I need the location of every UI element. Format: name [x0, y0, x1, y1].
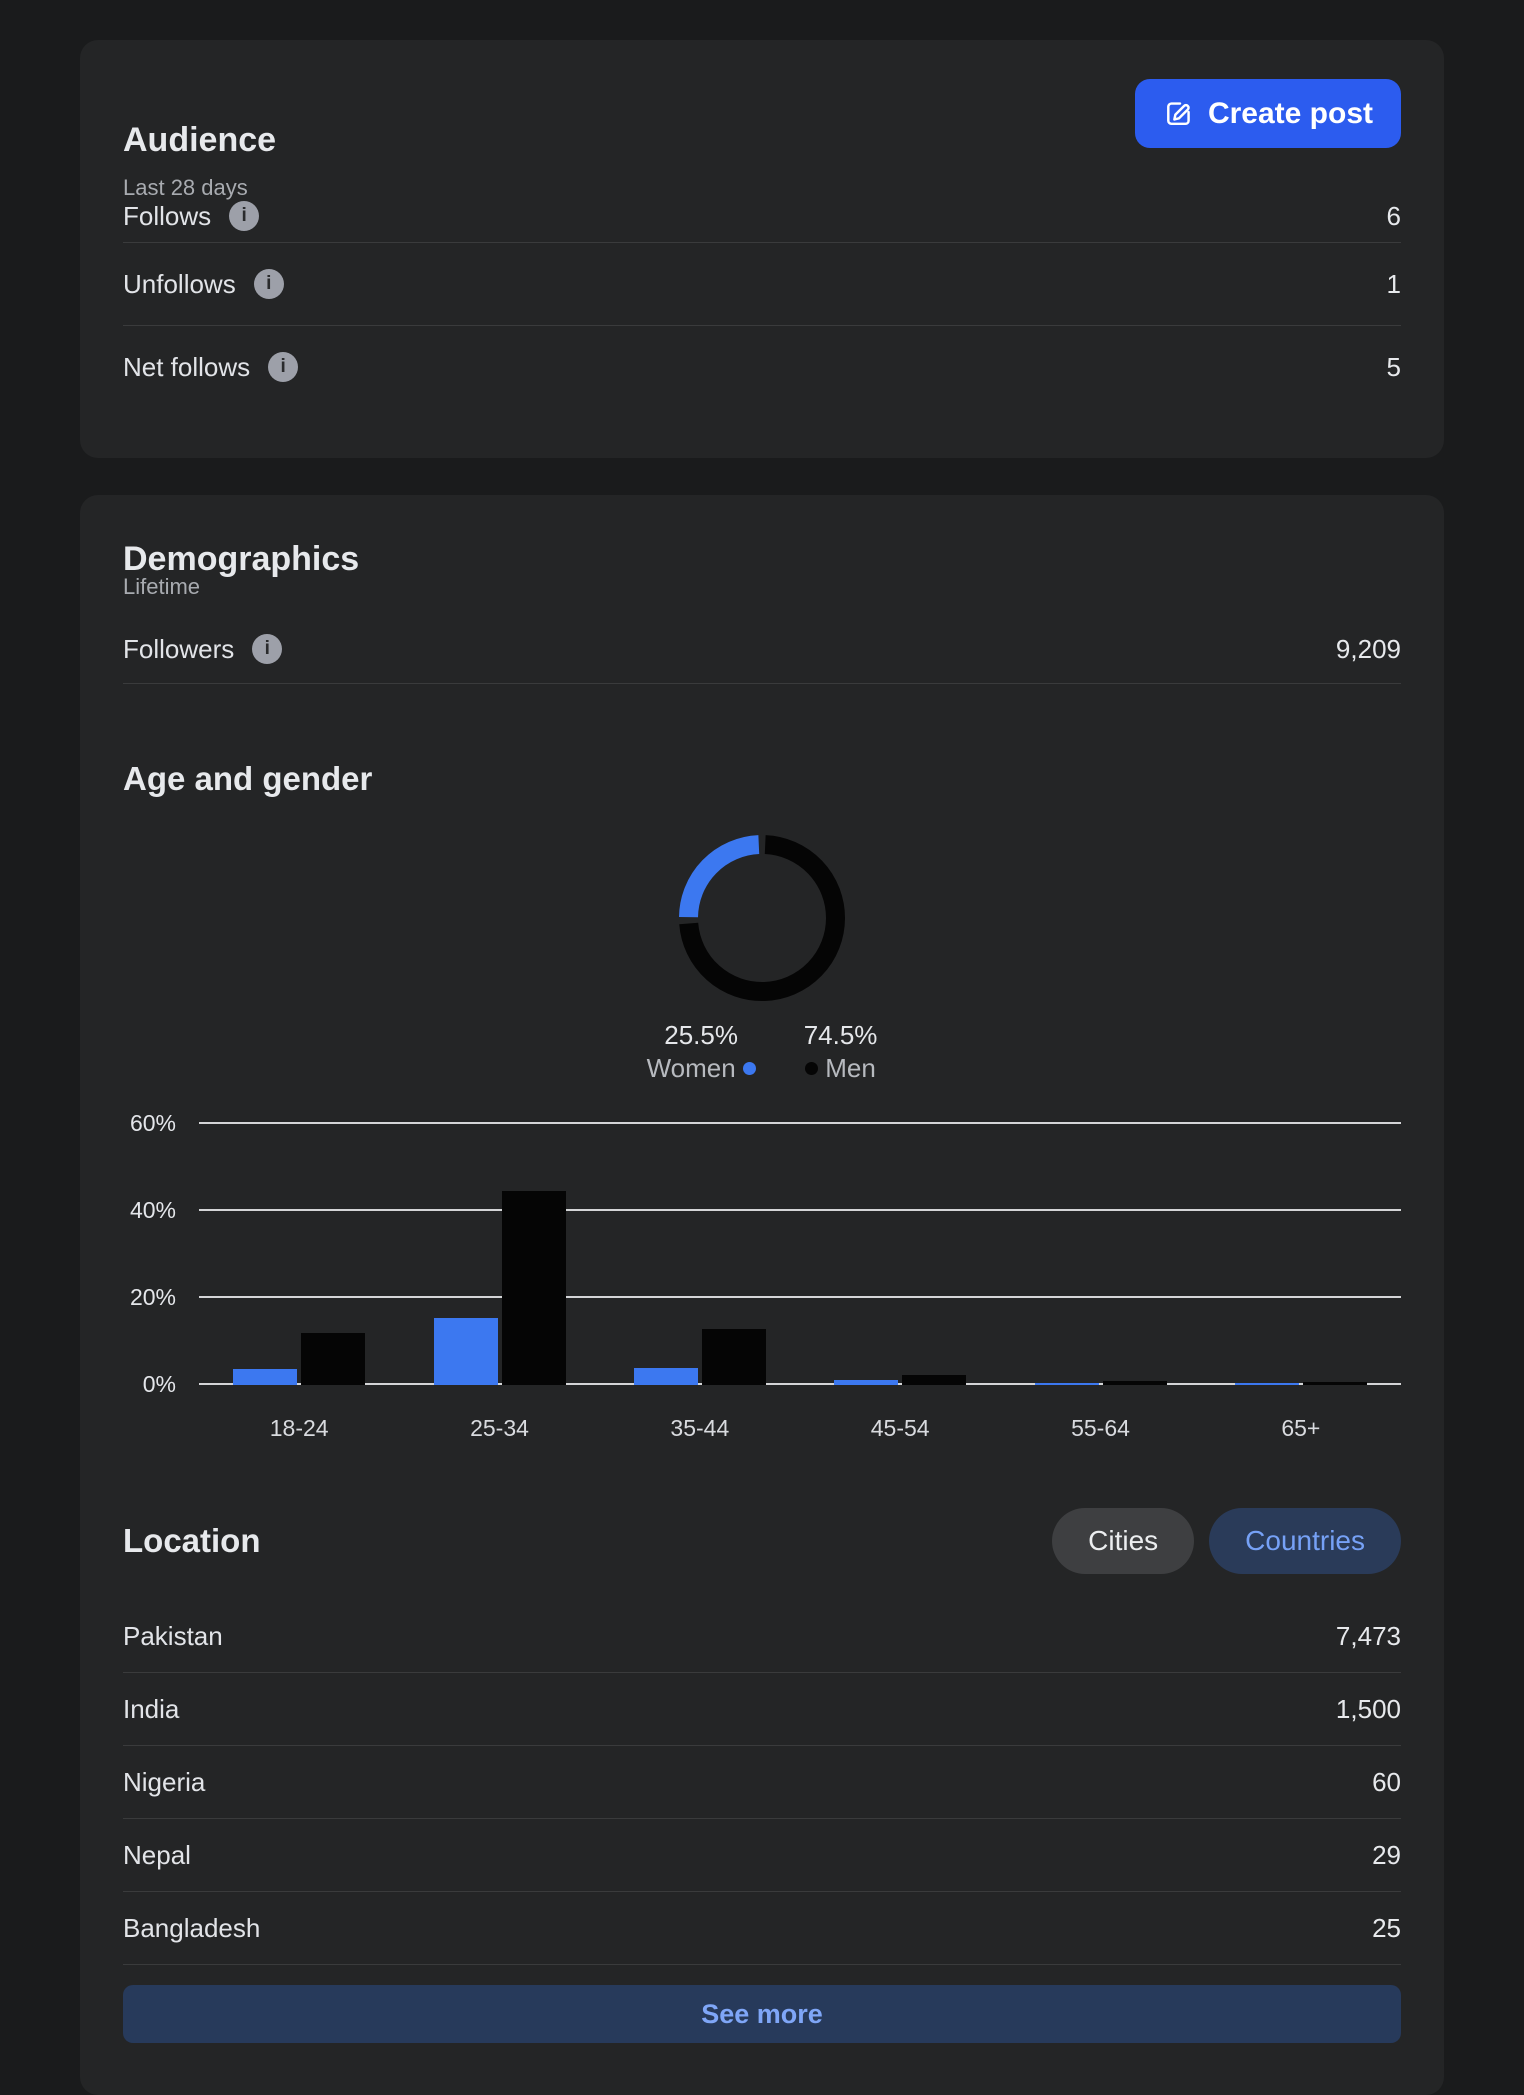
audience-title: Audience: [123, 120, 277, 159]
bar-women-55-64: [1034, 1383, 1099, 1385]
bar-women-18-24: [233, 1369, 298, 1385]
legend-dot-men: [805, 1062, 819, 1075]
country-name: India: [123, 1693, 180, 1724]
location-row-nepal: Nepal 29: [123, 1819, 1401, 1892]
audience-metric-rows: Follows i 6 Unfollows i 1 Net follows i …: [123, 190, 1401, 408]
location-row-bangladesh: Bangladesh 25: [123, 1892, 1401, 1965]
bar-men-65+: [1302, 1382, 1367, 1385]
edit-pencil-square-icon: [1163, 98, 1194, 129]
metric-row-follows: Follows i 6: [123, 190, 1401, 243]
metric-row-net-follows: Net follows i 5: [123, 326, 1401, 408]
create-post-label: Create post: [1207, 96, 1373, 130]
demographics-title: Demographics: [123, 539, 360, 578]
bar-men-55-64: [1102, 1381, 1167, 1385]
metric-row-unfollows: Unfollows i 1: [123, 243, 1401, 326]
create-post-button[interactable]: Create post: [1134, 79, 1401, 148]
country-value: 1,500: [1335, 1693, 1401, 1724]
info-icon[interactable]: i: [252, 634, 283, 664]
bar-women-25-34: [433, 1318, 498, 1385]
legend-women-percent: 25.5%: [664, 1020, 738, 1050]
country-name: Nigeria: [123, 1766, 206, 1797]
audience-subtitle: Last 28 days: [123, 175, 248, 200]
info-icon[interactable]: i: [268, 352, 299, 382]
followers-row: Followers i 9,209: [123, 615, 1401, 684]
location-rows: Pakistan 7,473 India 1,500 Nigeria 60 Ne…: [123, 1600, 1401, 1965]
country-name: Nepal: [123, 1839, 191, 1870]
bar-men-35-44: [701, 1329, 766, 1385]
y-tick-label: 60%: [129, 1110, 176, 1136]
gridline: [199, 1122, 1401, 1124]
x-tick-label: 25-34: [470, 1415, 529, 1441]
info-icon[interactable]: i: [253, 269, 284, 299]
gridline: [199, 1383, 1401, 1385]
metric-label: Unfollows i: [123, 269, 284, 300]
bar-men-25-34: [501, 1191, 566, 1385]
metric-label-text: Follows: [123, 200, 212, 231]
location-heading: Location: [123, 1522, 261, 1559]
y-tick-label: 0%: [142, 1371, 176, 1397]
country-value: 60: [1372, 1766, 1401, 1797]
age-gender-bar-chart: 0% 20% 40% 60% 18-24 25-34 35-44 45-54 55-64 65+: [123, 1095, 1401, 1455]
country-value: 29: [1372, 1839, 1401, 1870]
country-value: 25: [1372, 1912, 1401, 1943]
x-tick-label: 55-64: [1071, 1415, 1130, 1441]
metric-value: 6: [1386, 200, 1401, 231]
legend-men-percent: 74.5%: [803, 1020, 878, 1050]
x-tick-label: 65+: [1281, 1415, 1321, 1441]
gridline: [199, 1296, 1401, 1298]
info-icon[interactable]: i: [229, 201, 260, 231]
country-name: Pakistan: [123, 1620, 223, 1651]
y-tick-label: 40%: [129, 1197, 176, 1223]
country-name: Bangladesh: [123, 1912, 261, 1943]
legend-dot-women: [742, 1062, 756, 1075]
demographics-card: Demographics Lifetime Followers i 9,209 …: [80, 495, 1444, 2095]
legend-men-label: Men: [825, 1053, 876, 1083]
country-value: 7,473: [1335, 1620, 1401, 1651]
followers-label-text: Followers: [123, 633, 235, 664]
location-row-india: India 1,500: [123, 1673, 1401, 1746]
bar-women-65+: [1234, 1383, 1299, 1385]
donut-legend: 25.5% Women 74.5% Men: [80, 1019, 1444, 1085]
gender-donut: [679, 835, 845, 1001]
bar-women-35-44: [633, 1368, 698, 1385]
countries-toggle-button[interactable]: Countries: [1209, 1508, 1401, 1574]
bar-women-45-54: [834, 1380, 899, 1385]
followers-value: 9,209: [1335, 633, 1401, 664]
location-header: Location Cities Countries: [123, 1505, 1401, 1577]
x-tick-label: 35-44: [670, 1415, 730, 1441]
legend-women: 25.5% Women: [647, 1019, 756, 1085]
legend-men: 74.5% Men: [804, 1019, 878, 1085]
location-row-pakistan: Pakistan 7,473: [123, 1600, 1401, 1673]
metric-value: 1: [1386, 268, 1401, 299]
age-and-gender-heading: Age and gender: [123, 760, 373, 798]
metric-label-text: Unfollows: [123, 268, 236, 299]
location-toggle: Cities Countries: [1052, 1508, 1401, 1574]
legend-women-label: Women: [646, 1053, 736, 1083]
audience-card: Audience Last 28 days Create post Follow…: [80, 40, 1444, 458]
see-more-button[interactable]: See more: [123, 1985, 1401, 2043]
followers-label: Followers i: [123, 633, 283, 665]
metric-label: Net follows i: [123, 351, 299, 383]
gridline: [199, 1209, 1401, 1211]
metric-label: Follows i: [123, 200, 260, 232]
y-tick-label: 20%: [129, 1284, 176, 1310]
location-row-nigeria: Nigeria 60: [123, 1746, 1401, 1819]
bar-men-18-24: [301, 1333, 366, 1385]
x-tick-label: 18-24: [269, 1415, 329, 1441]
metric-label-text: Net follows: [123, 351, 251, 382]
bar-men-45-54: [902, 1375, 967, 1385]
cities-toggle-button[interactable]: Cities: [1052, 1508, 1195, 1574]
x-tick-label: 45-54: [870, 1415, 930, 1441]
demographics-subtitle: Lifetime: [123, 574, 201, 599]
metric-value: 5: [1386, 351, 1401, 382]
